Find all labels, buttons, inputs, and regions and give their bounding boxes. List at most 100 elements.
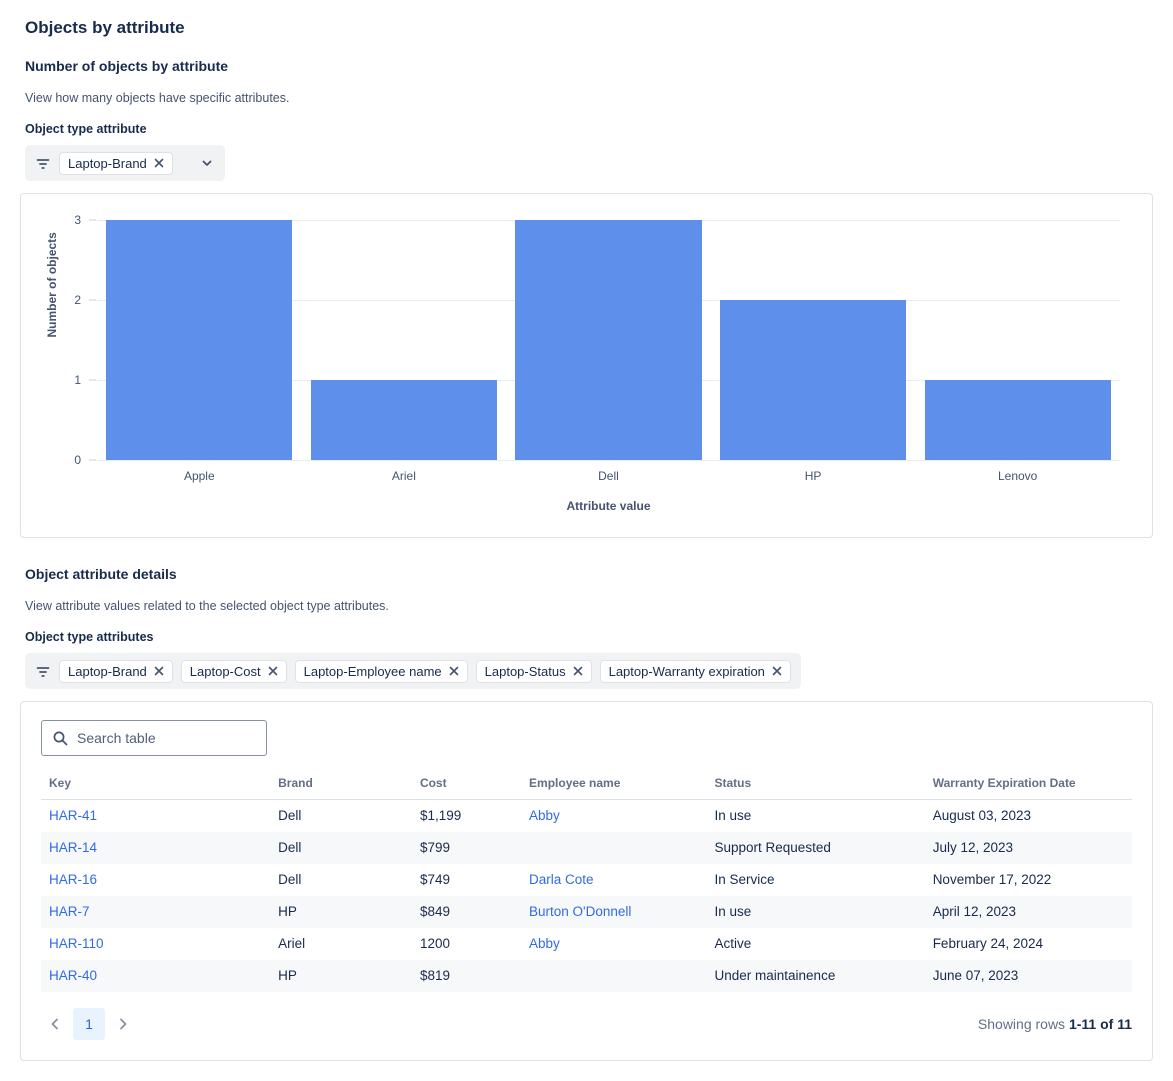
y-tick-mark (89, 219, 96, 221)
page-title: Objects by attribute (25, 18, 185, 37)
table-search[interactable] (41, 720, 267, 756)
table-cell: February 24, 2024 (932, 936, 1044, 951)
remove-tag-icon[interactable] (154, 666, 164, 676)
filter-tag[interactable]: Laptop-Cost (180, 659, 287, 683)
column-header: Status (706, 770, 925, 800)
x-tick-label: Ariel (391, 469, 416, 483)
object-key-link[interactable]: HAR-40 (49, 968, 98, 983)
table-cell: August 03, 2023 (932, 808, 1032, 824)
chevron-down-icon[interactable] (199, 155, 215, 171)
table-cell: July 12, 2023 (924, 831, 1132, 864)
table-row: HAR-7 HP $849 Burton O'Donnell In use April 1… (41, 895, 1132, 928)
table-row: HAR-16 Dell $749 Darla Cote In Service Novemb… (41, 864, 1132, 896)
remove-tag-icon[interactable] (268, 666, 278, 676)
bar-slot-hp (711, 220, 916, 460)
bar-hp (719, 300, 907, 460)
object-key-link[interactable]: HAR-110 (49, 936, 104, 951)
object-type-attributes-filter[interactable]: Laptop-Brand Laptop-Cost Laptop-Employee n… (25, 653, 801, 689)
table-cell (521, 959, 707, 992)
employee-link[interactable]: Burton O'Donnell (529, 904, 632, 919)
details-section-heading: Object attribute details (25, 566, 177, 582)
next-page-button[interactable] (109, 1010, 137, 1038)
employee-link[interactable]: Abby (529, 936, 560, 951)
bar-ariel (310, 380, 497, 460)
y-tick-label: 2 (74, 292, 81, 307)
object-key-link[interactable]: HAR-7 (49, 904, 90, 919)
filter-tag-label: Laptop-Status (484, 663, 566, 679)
table-cell: $749 (419, 872, 450, 887)
objects-bar-chart: Number of objects 0 1 2 3 Apple Ariel Dell HP L… (20, 193, 1153, 538)
table-cell: Darla Cote (521, 864, 706, 896)
object-key-link[interactable]: HAR-16 (49, 872, 98, 887)
remove-tag-icon[interactable] (772, 666, 782, 676)
filter-icon (35, 155, 51, 171)
table-cell: In use (714, 808, 752, 824)
object-key-link[interactable]: HAR-41 (49, 808, 98, 824)
table-cell: HAR-110 (41, 928, 270, 960)
x-tick-label: Apple (183, 469, 215, 483)
filter-tag[interactable]: Laptop-Employee name (294, 659, 468, 683)
table-body: HAR-41 Dell $1,199 Abby In use August 03, 202… (41, 800, 1132, 992)
table-cell: November 17, 2022 (932, 872, 1052, 887)
table-cell: Ariel (278, 936, 306, 951)
table-cell: 1200 (419, 936, 450, 951)
filter-tag-label: Laptop-Warranty expiration (608, 663, 765, 679)
remove-tag-icon[interactable] (449, 666, 459, 676)
chart-gridline (97, 460, 1120, 461)
bar-slot-lenovo (915, 220, 1120, 460)
chart-y-axis-title: Number of objects (45, 231, 59, 337)
details-section-description: View attribute values related to the sel… (25, 599, 389, 613)
table-cell: April 12, 2023 (924, 895, 1132, 928)
chart-plot: 0 1 2 3 (74, 213, 1120, 467)
remove-tag-icon[interactable] (154, 158, 164, 168)
bar-slot-ariel (302, 220, 507, 460)
table-cell: HAR-14 (41, 831, 271, 864)
table-cell: Abby (521, 800, 706, 832)
bar-slot-apple (97, 220, 302, 460)
remove-tag-icon[interactable] (573, 666, 583, 676)
employee-link[interactable]: Darla Cote (529, 872, 594, 887)
object-key-link[interactable]: HAR-14 (49, 840, 98, 855)
table-row: HAR-40 HP $819 Under maintainence June 07, 2… (41, 959, 1132, 992)
column-header: Employee name (521, 770, 707, 800)
table-cell: Support Requested (706, 831, 925, 864)
filter-tag[interactable]: Laptop-Brand (59, 659, 173, 683)
object-type-attribute-label: Object type attribute (25, 122, 147, 136)
filter-tag-label: Laptop-Employee name (303, 663, 442, 679)
filter-tag-label: Laptop-Brand (68, 155, 147, 171)
table-cell: In use (706, 895, 925, 928)
rows-summary: Showing rows 1-11 of 11 (978, 1016, 1132, 1032)
table-cell: $1,199 (419, 808, 462, 824)
table-cell: HAR-40 (41, 959, 271, 992)
bar-slot-dell (506, 220, 711, 460)
bar-dell (515, 220, 702, 460)
object-type-attribute-filter[interactable]: Laptop-Brand (25, 145, 225, 181)
previous-page-button[interactable] (41, 1010, 69, 1038)
rows-summary-prefix: Showing rows (977, 1015, 1069, 1032)
filter-tag[interactable]: Laptop-Warranty expiration (599, 659, 791, 683)
table-cell: June 07, 2023 (924, 959, 1132, 992)
table-cell: HP (270, 959, 412, 992)
filter-tag[interactable]: Laptop-Brand (59, 151, 173, 175)
table-row: HAR-41 Dell $1,199 Abby In use August 03, 202… (41, 800, 1132, 832)
x-tick-label: Dell (598, 469, 619, 483)
filter-tag-label: Laptop-Cost (189, 663, 261, 679)
table-cell: In Service (714, 872, 775, 887)
column-header: Key (41, 770, 271, 800)
employee-link[interactable]: Abby (529, 808, 560, 824)
chart-x-tick-labels: Apple Ariel Dell HP Lenovo (97, 469, 1120, 483)
bar-lenovo (924, 380, 1111, 460)
y-tick-label: 0 (74, 453, 81, 467)
page-1-button[interactable]: 1 (73, 1007, 105, 1040)
table-cell: $819 (411, 959, 522, 992)
y-tick-mark (89, 299, 96, 301)
table-cell: $799 (411, 831, 522, 864)
table-cell: Dell (278, 808, 302, 824)
search-input[interactable] (77, 730, 256, 746)
column-header: Warranty Expiration Date (924, 770, 1132, 800)
table-cell: HAR-41 (41, 800, 270, 832)
filter-tag[interactable]: Laptop-Status (475, 659, 592, 683)
attribute-details-table: Key Brand Cost Employee name Status Warranty … (41, 770, 1132, 992)
